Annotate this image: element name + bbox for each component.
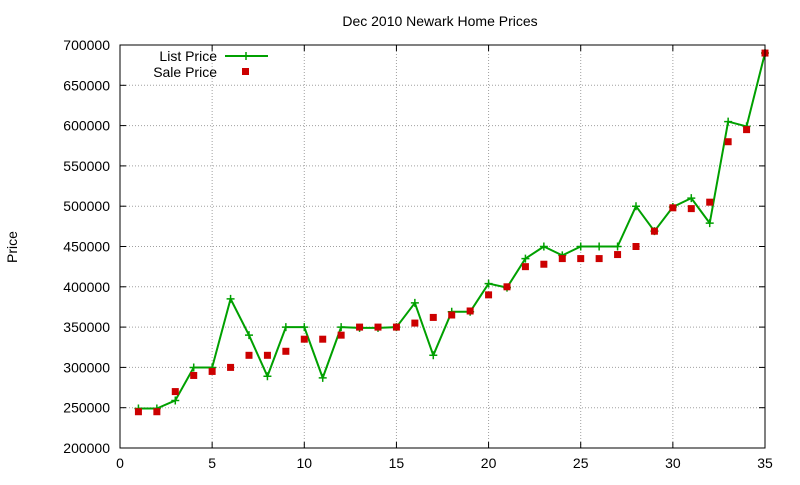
x-tick-label: 5 <box>208 455 216 471</box>
sale-price-point <box>282 347 290 355</box>
sale-price-point <box>374 323 382 331</box>
sale-price-point <box>503 283 511 291</box>
list-price-point <box>429 351 438 360</box>
y-tick-label: 350000 <box>63 319 110 335</box>
chart-title: Dec 2010 Newark Home Prices <box>342 13 537 29</box>
sale-price-point <box>208 367 216 375</box>
list-price-point <box>245 331 253 340</box>
sale-price-point <box>577 255 585 263</box>
list-price-point <box>521 254 530 263</box>
legend-marker-sale-price <box>242 68 249 75</box>
axis-ticks: 0 5 10 15 20 25 30 35 200000 250000 300000 350000 40… <box>63 37 773 471</box>
sale-price-point <box>540 260 548 268</box>
x-tick-label: 20 <box>481 455 497 471</box>
y-tick-label: 700000 <box>63 37 110 53</box>
list-price-point <box>410 298 419 307</box>
x-tick-label: 25 <box>573 455 589 471</box>
list-price-point <box>226 294 235 303</box>
list-price-point <box>705 219 714 228</box>
sale-price-point <box>448 311 456 319</box>
list-price-point <box>263 372 272 381</box>
list-price-point <box>484 279 493 288</box>
plot-frame <box>119 44 766 449</box>
series-layer <box>134 49 769 416</box>
y-tick-label: 200000 <box>63 440 110 456</box>
sale-price-point <box>743 126 751 134</box>
sale-price-point <box>153 408 161 416</box>
grid <box>120 45 765 448</box>
sale-price-point <box>319 335 327 343</box>
list-price-point <box>300 323 309 332</box>
x-tick-label: 10 <box>296 455 312 471</box>
legend: List Price Sale Price <box>153 48 268 80</box>
legend-label-list-price: List Price <box>159 48 217 64</box>
list-price-point <box>171 396 180 405</box>
y-tick-label: 300000 <box>63 359 110 375</box>
sale-price-point <box>356 323 364 331</box>
y-tick-label: 500000 <box>63 198 110 214</box>
sale-price-point <box>558 255 566 263</box>
sale-price-point <box>669 204 677 212</box>
x-tick-label: 35 <box>757 455 773 471</box>
sale-price-point <box>134 408 142 416</box>
sale-price-point <box>263 351 271 359</box>
x-tick-label: 15 <box>389 455 405 471</box>
y-tick-label: 650000 <box>63 77 110 93</box>
list-price-point <box>724 117 733 126</box>
list-price-point <box>576 242 585 251</box>
legend-marker-list-price <box>242 52 250 60</box>
sale-price-point <box>614 251 622 259</box>
list-price-point <box>337 323 346 332</box>
list-price-point <box>632 202 640 211</box>
list-price-line <box>138 52 766 410</box>
x-tick-label: 0 <box>116 455 124 471</box>
y-tick-label: 550000 <box>63 158 110 174</box>
list-price-point <box>687 194 696 203</box>
sale-price-point <box>466 307 474 315</box>
sale-price-point <box>300 335 308 343</box>
x-tick-label: 30 <box>665 455 681 471</box>
y-axis-label: Price <box>4 231 20 263</box>
sale-price-point <box>429 313 437 321</box>
list-price-point <box>539 242 548 251</box>
sale-price-point <box>595 255 603 263</box>
list-price-point <box>613 242 622 251</box>
sale-price-point <box>632 243 640 250</box>
y-tick-label: 450000 <box>63 239 110 255</box>
sale-price-point <box>392 323 400 331</box>
sale-price-point <box>706 198 714 206</box>
y-tick-label: 250000 <box>63 400 110 416</box>
y-tick-label: 400000 <box>63 279 110 295</box>
sale-price-point <box>227 363 235 371</box>
sale-price-point <box>411 319 419 327</box>
sale-price-point <box>190 371 198 379</box>
list-price-point <box>595 242 604 251</box>
sale-price-point <box>687 205 695 213</box>
sale-price-point <box>245 351 253 359</box>
legend-label-sale-price: Sale Price <box>153 64 217 80</box>
list-price-point <box>281 323 290 332</box>
sale-price-point <box>485 291 493 299</box>
sale-price-point <box>171 388 179 396</box>
sale-price-point <box>650 227 658 235</box>
sale-price-point <box>724 138 732 146</box>
y-tick-label: 600000 <box>63 118 110 134</box>
list-price-point <box>189 363 198 372</box>
sale-price-point <box>521 263 529 271</box>
sale-price-point <box>337 331 345 339</box>
list-price-point <box>318 373 327 382</box>
